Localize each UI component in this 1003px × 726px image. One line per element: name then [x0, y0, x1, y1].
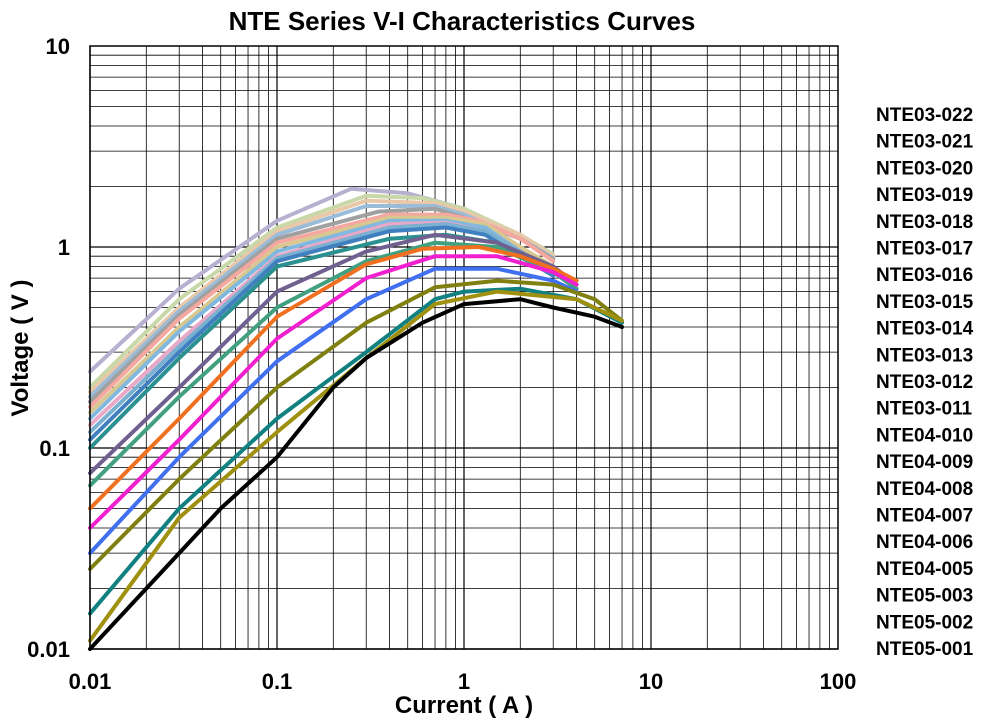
- series-line-nte04-010: [88, 232, 579, 476]
- legend-entry: NTE03-015: [876, 292, 974, 313]
- legend-entry: NTE04-010: [876, 425, 973, 446]
- legend-entry: NTE04-005: [876, 559, 974, 580]
- x-tick-label: 0.01: [69, 669, 112, 694]
- legend-entry: NTE03-016: [876, 265, 973, 286]
- chart-grid: [89, 46, 838, 650]
- legend-entry: NTE04-008: [876, 479, 973, 500]
- series-line-nte04-007: [88, 254, 579, 530]
- legend-entry: NTE03-021: [876, 132, 974, 153]
- legend-entry: NTE03-022: [876, 105, 973, 126]
- axis-ticks: 0.01 0.1 1 10 100 10 1 0.1 0.01: [27, 34, 856, 694]
- series-line-nte03-020: [88, 198, 556, 394]
- legend-entry: NTE05-002: [876, 612, 973, 633]
- series-line-nte05-001: [88, 297, 624, 651]
- series-lines: [88, 186, 624, 651]
- legend-entry: NTE03-012: [876, 372, 973, 393]
- series-line-nte03-016: [88, 215, 556, 415]
- legend-entry: NTE03-017: [876, 239, 973, 260]
- legend-entry: NTE03-020: [876, 158, 973, 179]
- y-tick-label: 10: [46, 34, 70, 59]
- legend-entry: NTE03-014: [876, 319, 974, 340]
- legend-entry: NTE03-013: [876, 345, 973, 366]
- x-tick-label: 10: [639, 669, 663, 694]
- series-line-nte03-017: [88, 212, 556, 409]
- y-tick-label: 0.1: [39, 436, 70, 461]
- x-axis-label: Current ( A ): [395, 692, 533, 719]
- legend-entry: NTE05-003: [876, 586, 973, 607]
- legend-entry: NTE03-011: [876, 399, 973, 420]
- x-tick-label: 1: [458, 669, 470, 694]
- y-axis-label: Voltage ( V ): [7, 280, 34, 417]
- y-tick-label: 1: [58, 235, 70, 260]
- legend-entry: NTE03-018: [876, 212, 973, 233]
- chart-title: NTE Series V-I Characteristics Curves: [229, 6, 696, 36]
- legend-entry: NTE04-007: [876, 506, 973, 527]
- y-tick-label: 0.01: [27, 637, 70, 662]
- legend-entry: NTE05-001: [876, 639, 974, 660]
- legend: NTE03-022 NTE03-021 NTE03-020 NTE03-019 NTE0…: [876, 105, 974, 660]
- series-line-nte05-002: [88, 289, 624, 643]
- series-line-nte04-005: [88, 278, 624, 571]
- plot-frame: [89, 45, 839, 650]
- legend-entry: NTE04-009: [876, 452, 973, 473]
- legend-entry: NTE04-006: [876, 532, 973, 553]
- series-line-nte04-008: [88, 245, 579, 511]
- legend-entry: NTE03-019: [876, 185, 973, 206]
- x-tick-label: 0.1: [262, 669, 293, 694]
- series-line-nte04-006: [88, 266, 579, 556]
- x-tick-label: 100: [820, 669, 857, 694]
